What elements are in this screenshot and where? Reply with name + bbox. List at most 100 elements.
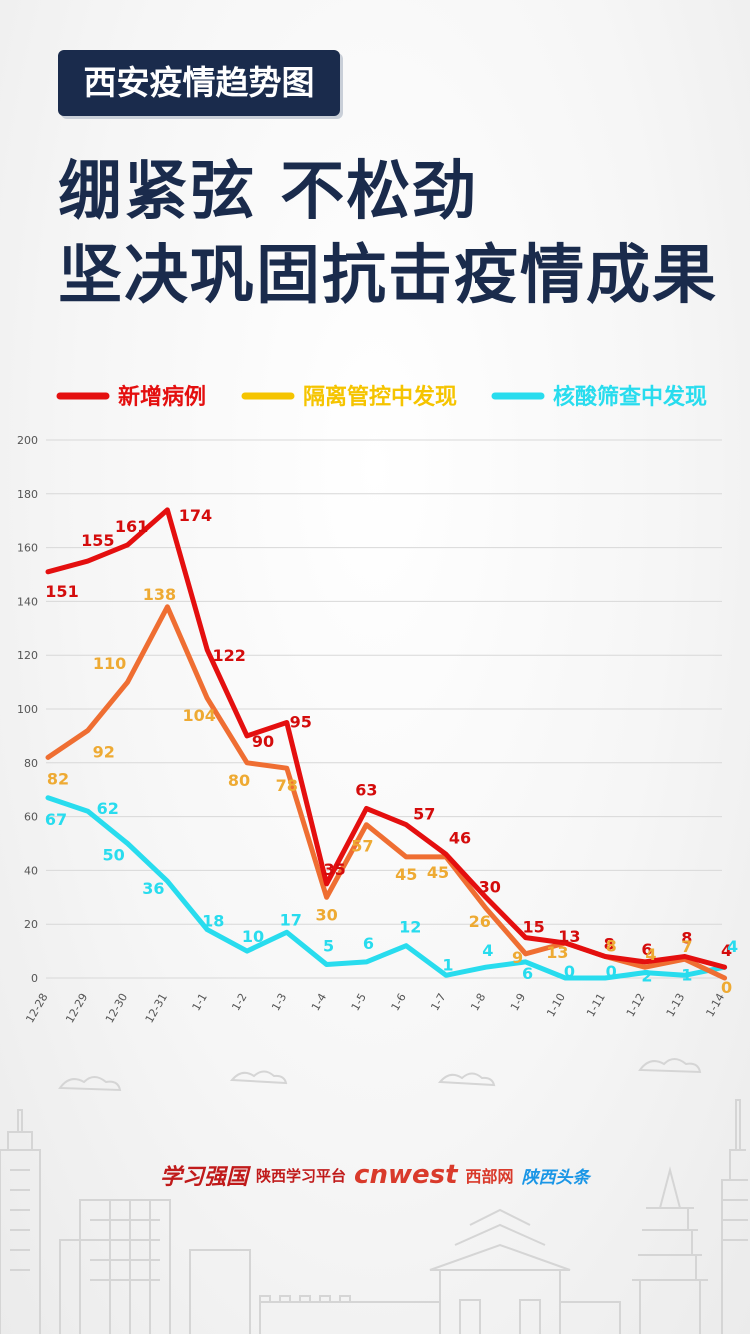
data-label-s1-12-30: 161 [115,517,148,536]
data-label-s1-12-31: 174 [179,506,212,525]
sponsor-logos: 学习强国 陕西学习平台 cnwest 西部网 陕西头条 [160,1158,590,1192]
data-label-s2-1-6: 45 [395,865,417,884]
y-tick-200: 200 [17,434,38,447]
x-axis-tick-labels: 12-28 12-29 12-30 12-31 1-1 1-2 1-3 1-4 1-5 1-6 1-… [23,991,727,1025]
data-label-s2-1-14: 0 [721,978,732,997]
data-label-s3-1-11: 0 [606,962,617,981]
x-tick-1-6: 1-6 [389,991,409,1013]
y-tick-40: 40 [24,864,38,877]
data-label-s2-1-2: 80 [228,771,250,790]
data-label-s1-1-9: 15 [522,918,544,937]
legend-label-2: 隔离管控中发现 [303,384,457,410]
series-line-1 [45,507,728,970]
x-tick-1-4: 1-4 [309,991,329,1013]
cnwest-logo: cnwest [354,1160,458,1190]
data-label-s3-1-1: 18 [202,912,224,931]
shaanxi-learning-platform-logo: 陕西学习平台 [256,1166,347,1185]
data-label-s3-1-13: 1 [681,965,692,984]
legend-label-1: 新增病例 [118,384,206,410]
y-tick-160: 160 [17,542,38,555]
data-label-s1-1-4: 35 [323,860,345,879]
data-label-s3-12-28: 67 [45,810,67,829]
chart-category-tag: 西安疫情趋势图 [58,50,340,116]
data-label-s1-1-12: 6 [641,940,652,959]
data-label-s2-12-29: 92 [93,743,115,762]
x-tick-1-3: 1-3 [269,991,289,1013]
data-label-s2-12-31: 138 [143,585,176,604]
x-tick-1-1: 1-1 [190,991,210,1013]
data-label-s2-1-12: 4 [645,945,656,964]
data-label-s1-1-14: 4 [721,941,732,960]
city-skyline-illustration [0,1058,748,1334]
y-tick-100: 100 [17,703,38,716]
data-label-s2-1-7: 45 [427,863,449,882]
data-label-s1-1-2: 90 [252,732,274,751]
data-label-s1-1-7: 46 [449,828,471,847]
data-label-s3-12-31: 36 [142,879,164,898]
data-label-s2-1-1: 104 [182,706,215,725]
x-tick-12-29: 12-29 [63,991,90,1025]
data-label-s3-1-8: 4 [482,941,493,960]
data-label-s3-1-9: 6 [522,964,533,983]
data-label-s3-1-2: 10 [242,927,264,946]
x-tick-12-28: 12-28 [23,991,50,1025]
y-tick-180: 180 [17,488,38,501]
y-tick-0: 0 [31,972,38,985]
y-tick-20: 20 [24,918,38,931]
x-tick-1-12: 1-12 [624,991,648,1019]
data-label-s2-1-13: 7 [681,937,692,956]
data-label-s2-12-30: 110 [93,654,126,673]
x-tick-1-10: 1-10 [544,991,568,1019]
data-label-s3-1-14: 4 [727,937,738,956]
data-label-s1-12-28: 151 [45,582,78,601]
x-tick-1-11: 1-11 [584,991,608,1019]
y-tick-80: 80 [24,757,38,770]
legend-label-3: 核酸筛查中发现 [553,384,707,410]
chart-legend: 新增病例 隔离管控中发现 核酸筛查中发现 [56,384,707,410]
data-label-s3-1-5: 6 [363,934,374,953]
data-label-s1-1-13: 8 [681,929,692,948]
shaanxi-toutiao-logo: 陕西头条 [521,1167,590,1188]
data-label-s1-1-3: 95 [290,713,312,732]
data-label-s2-1-4: 30 [315,905,337,924]
headline-line-2: 坚决巩固抗击疫情成果 [58,239,718,313]
data-label-s3-1-7: 1 [442,955,453,974]
y-axis-tick-labels: 0 20 40 60 80 100 120 140 160 180 200 [17,434,38,985]
data-label-s2-1-8: 26 [469,912,491,931]
y-tick-60: 60 [24,811,38,824]
x-tick-1-2: 1-2 [229,991,249,1013]
data-label-s1-12-29: 155 [81,531,114,550]
data-label-s1-1-1: 122 [212,646,245,665]
data-label-s3-1-6: 12 [399,918,421,937]
headline-line-1: 绷紧弦 不松劲 [58,155,479,229]
x-tick-1-9: 1-9 [508,991,528,1013]
x-tick-1-7: 1-7 [428,991,448,1013]
data-label-s3-1-3: 17 [280,910,302,929]
data-label-s3-1-10: 0 [564,962,575,981]
xibu-wang-logo: 西部网 [465,1167,514,1186]
data-label-s1-1-11: 8 [604,935,615,954]
y-tick-140: 140 [17,595,38,608]
y-tick-120: 120 [17,649,38,662]
trend-line-chart: 新增病例 隔离管控中发现 核酸筛查中发现 020406080100120140160… [17,384,738,1025]
data-label-s3-1-12: 2 [641,967,652,986]
series-lines [45,507,728,981]
data-label-s2-12-28: 82 [47,769,69,788]
data-label-s1-1-6: 57 [413,805,435,824]
data-label-s1-1-8: 30 [479,877,501,896]
series-line-3 [45,795,728,981]
data-label-s2-1-9: 9 [512,948,523,967]
xuexi-qiangguo-logo: 学习强国 [160,1164,249,1190]
x-tick-12-31: 12-31 [143,991,170,1025]
x-tick-1-13: 1-13 [664,991,688,1019]
data-label-s2-1-10: 13 [546,943,568,962]
data-label-s1-1-5: 63 [355,781,377,800]
x-tick-1-8: 1-8 [468,991,488,1013]
data-label-s1-1-10: 13 [558,927,580,946]
x-tick-12-30: 12-30 [103,991,130,1025]
data-label-s2-1-5: 57 [351,837,373,856]
data-label-s3-12-30: 50 [102,846,124,865]
data-label-s3-1-4: 5 [323,937,334,956]
series-line-2 [45,604,728,981]
